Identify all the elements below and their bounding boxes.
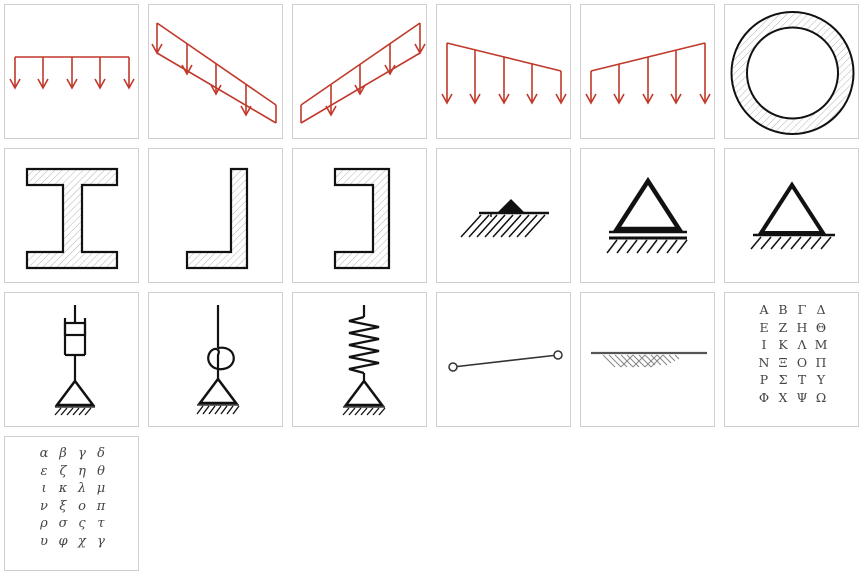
greek-letter[interactable]: μ [96,481,106,497]
greek-letter[interactable]: γ [78,446,86,462]
truss-bar-element-tile[interactable] [436,292,571,427]
greek-letter[interactable]: φ [58,533,68,549]
hollow-circle-section-icon [730,11,855,135]
greek-letter[interactable]: υ [40,533,48,549]
rotational-spring-support-tile[interactable] [148,292,283,427]
greek-letter[interactable]: Ι [761,337,767,353]
greek-letter[interactable]: χ [78,533,86,549]
inclined-load-descending-tile[interactable] [148,4,283,139]
pinned-support-icon [750,181,835,250]
inclined-load-ascending-tile[interactable] [292,4,427,139]
greek-letter[interactable]: Ε [759,319,769,335]
greek-letter[interactable]: Φ [758,389,770,405]
linearly-increasing-load-tile[interactable] [580,4,715,139]
uniform-distributed-load-tile[interactable] [4,4,139,139]
greek-letter[interactable]: Β [778,302,788,318]
greek-letter[interactable]: ζ [59,463,67,479]
fixed-pin-support-icon [460,199,549,238]
greek-letter[interactable]: θ [97,463,105,479]
linear-spring-support-tile[interactable] [292,292,427,427]
greek-letter[interactable]: γ [97,533,105,549]
greek-letter[interactable]: Τ [797,372,807,388]
greek-letter[interactable]: Ψ [796,389,808,405]
greek-letter[interactable]: Ζ [778,319,788,335]
greek-letter[interactable]: τ [97,516,105,532]
pinned-support-double-base-icon [606,176,688,254]
greek-letter[interactable]: Χ [778,389,788,405]
greek-letter[interactable]: η [78,463,86,479]
greek-letter[interactable]: ο [78,498,86,514]
greek-letter[interactable]: Σ [778,372,788,388]
greek-letter[interactable]: Ξ [778,354,788,370]
greek-letter[interactable]: ξ [59,498,67,514]
ground-surface-tile[interactable] [580,292,715,427]
pinned-support-tile[interactable] [724,148,859,283]
angle-section-icon [185,167,249,270]
greek-letter[interactable]: Θ [815,319,827,335]
channel-section-icon [333,167,391,270]
greek-letter[interactable]: π [96,498,106,514]
angle-section-tile[interactable] [148,148,283,283]
fixed-pin-support-tile[interactable] [436,148,571,283]
inclined-load-ascending-icon [300,22,426,124]
greek-letter[interactable]: Ο [796,354,808,370]
ground-surface-icon [591,351,707,368]
greek-letter[interactable]: Υ [816,372,826,388]
linear-spring-icon [342,305,386,416]
greek-letter[interactable]: Α [759,302,769,318]
greek-letter[interactable]: Γ [797,302,807,318]
greek-letter[interactable]: Μ [814,337,828,353]
decreasing-load-icon [441,42,567,105]
channel-section-tile[interactable] [292,148,427,283]
greek-letter[interactable]: Ρ [759,372,769,388]
damper-support-tile[interactable] [4,292,139,427]
greek-letter[interactable]: κ [58,481,68,497]
i-beam-section-tile[interactable] [4,148,139,283]
greek-letter[interactable]: Λ [797,337,807,353]
linearly-decreasing-load-tile[interactable] [436,4,571,139]
truss-bar-icon [448,350,563,372]
greek-letter[interactable]: ι [41,481,47,497]
inclined-load-descending-icon [151,22,277,124]
damper-support-icon [54,305,96,416]
uniform-load-icon [9,56,135,90]
greek-letter[interactable]: α [39,446,49,462]
greek-letter[interactable]: Η [796,319,808,335]
greek-letter[interactable]: ν [40,498,48,514]
greek-letter[interactable]: Κ [778,337,788,353]
greek-letter[interactable]: Π [815,354,827,370]
greek-letter[interactable]: ς [78,516,86,532]
rotational-spring-icon [196,305,240,415]
greek-letter[interactable]: Ν [758,354,770,370]
increasing-load-icon [585,42,711,105]
greek-letter[interactable]: λ [77,481,87,497]
greek-letter[interactable]: σ [58,516,68,532]
hollow-circular-section-tile[interactable] [724,4,859,139]
greek-letter[interactable]: δ [97,446,105,462]
greek-letter[interactable]: ε [40,463,48,479]
greek-letter[interactable]: Ω [815,389,827,405]
pinned-support-double-base-tile[interactable] [580,148,715,283]
greek-letter[interactable]: β [59,446,67,462]
greek-letter[interactable]: Δ [816,302,826,318]
greek-letter[interactable]: ρ [40,516,48,532]
i-beam-section-icon [25,167,119,270]
